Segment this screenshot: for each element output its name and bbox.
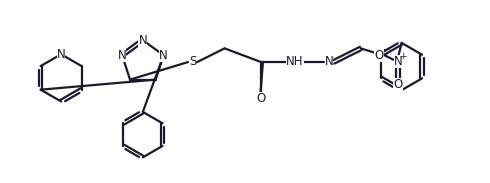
Text: N: N [159,49,168,62]
Text: NH: NH [286,55,304,68]
Text: N: N [393,55,402,68]
Text: O: O [374,49,384,62]
Text: N: N [57,48,66,61]
Text: O: O [256,92,266,105]
Text: +: + [399,52,406,61]
Text: S: S [189,55,196,68]
Text: N: N [118,49,126,62]
Text: −: − [382,44,389,53]
Text: N: N [139,34,147,47]
Text: N: N [324,55,333,68]
Text: O: O [393,78,403,91]
